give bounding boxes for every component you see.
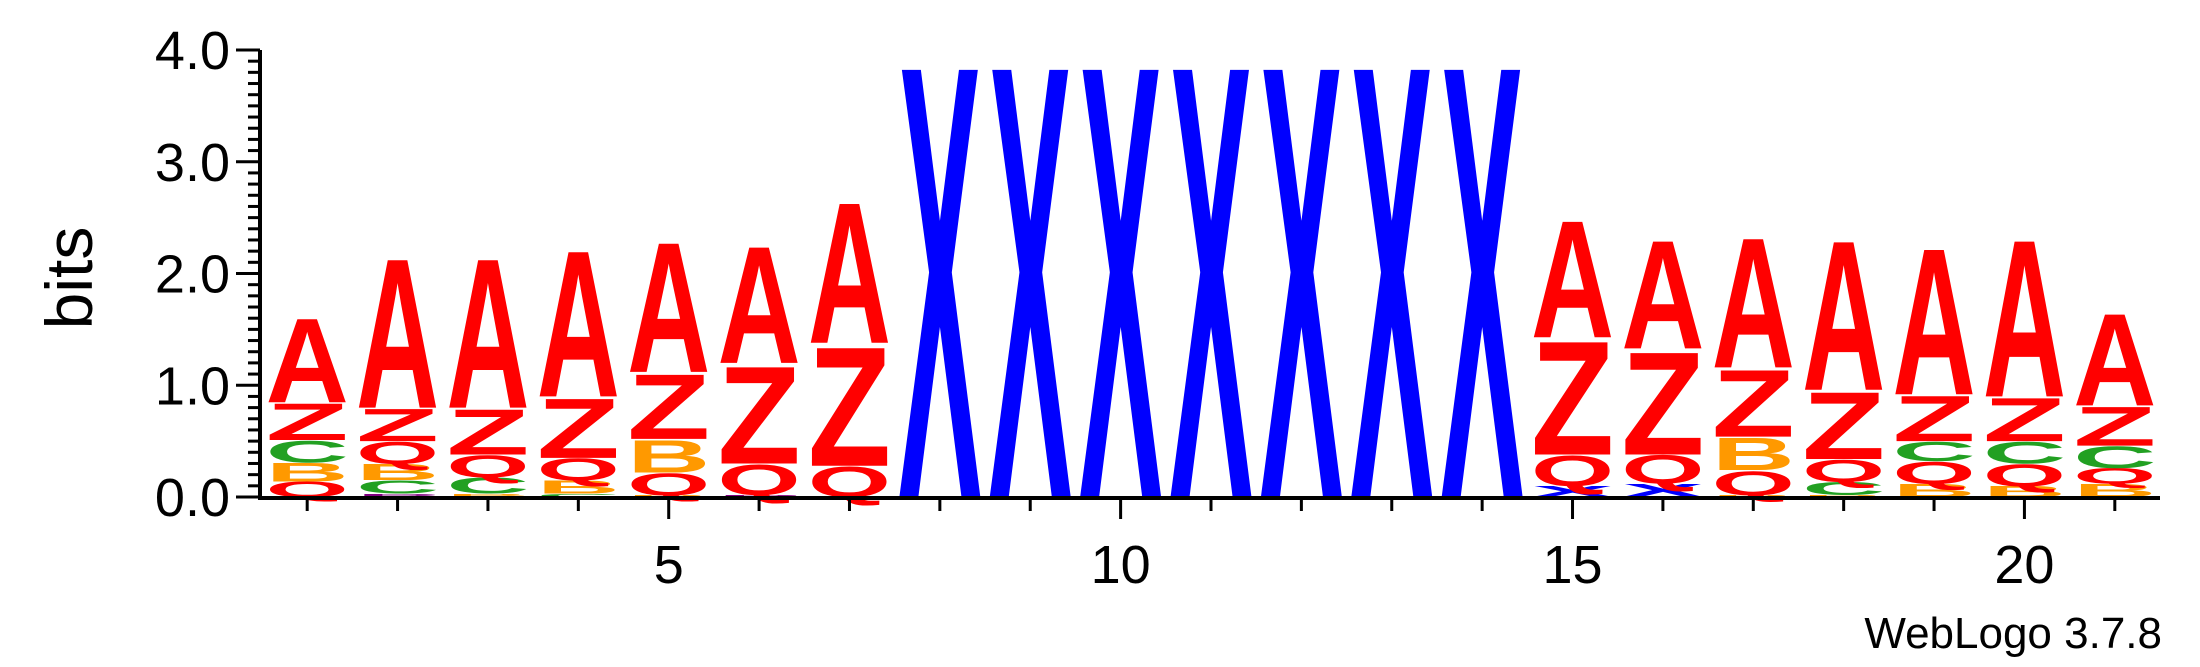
logo-letter-x: X <box>1441 0 1525 629</box>
logo-letter-q: Q <box>1983 458 2066 493</box>
y-tick-label: 0.0 <box>155 468 230 528</box>
logo-letter-q: Q <box>1802 453 1885 488</box>
logo-letter-b: B <box>356 459 439 485</box>
logo-letter-a: A <box>1802 197 1885 436</box>
logo-letter-z: Z <box>718 338 801 494</box>
logo-letter-b: B <box>627 431 710 483</box>
logo-letter-q: Q <box>1712 464 1795 502</box>
logo-letter-a: A <box>627 203 710 411</box>
logo-letter-x: X <box>1169 0 1253 629</box>
logo-letter-z: Z <box>1983 385 2066 454</box>
logo-letter-x: X <box>1079 0 1163 629</box>
logo-letter-z: Z <box>1531 307 1614 489</box>
axes: 0.0 1.0 2.0 3.0 4.0 5 10 15 20 <box>155 21 2160 595</box>
logo-letter-p: P <box>356 493 439 498</box>
logo-letter-a: A <box>1892 205 1975 439</box>
logo-letter-b: B <box>2073 480 2156 501</box>
logo-letter-b: B <box>537 477 620 498</box>
logo-letter-z: Z <box>446 395 529 468</box>
logo-letter-a: A <box>1983 192 2066 444</box>
logo-letter-a: A <box>1621 208 1704 382</box>
logo-letter-z: Z <box>627 354 710 459</box>
x-tick-label: 10 <box>1091 535 1151 595</box>
x-tick-label: 5 <box>654 535 684 595</box>
logo-letter-b: B <box>1712 428 1795 480</box>
logo-letter-b: B <box>446 493 529 498</box>
logo-letter-a: A <box>537 207 620 441</box>
logo-letter-c: C <box>537 493 620 498</box>
logo-letter-z: Z <box>2073 396 2156 458</box>
y-tick-label: 4.0 <box>155 21 230 81</box>
logo-letter-x: X <box>1350 0 1434 629</box>
logo-letter-c: C <box>266 434 349 469</box>
logo-letter-a: A <box>356 215 439 454</box>
logo-letter-x: X <box>989 0 1073 629</box>
logo-letter-z: Z <box>1712 349 1795 457</box>
logo-letter-z: Z <box>356 399 439 451</box>
logo-letter-p: P <box>718 494 801 497</box>
logo-letter-a: A <box>2073 287 2156 434</box>
logo-letter-c: C <box>446 473 529 499</box>
x-tick-label: 15 <box>1542 535 1602 595</box>
logo-letter-c: C <box>1802 478 1885 499</box>
logo-letter-z: Z <box>1802 372 1885 480</box>
logo-letter-c: C <box>1892 436 1975 467</box>
logo-letter-q: Q <box>1531 447 1614 495</box>
logo-letter-b: B <box>1892 480 1975 501</box>
logo-letter-a: A <box>1712 199 1795 407</box>
logo-letter-x: X <box>1531 483 1614 500</box>
logo-letter-z: Z <box>1621 323 1704 487</box>
logo-letter-b: B <box>627 494 710 497</box>
logo-letter-a: A <box>808 160 891 386</box>
logo-letter-x: X <box>898 0 982 629</box>
y-axis-label: bits <box>32 227 106 330</box>
logo-letter-z: Z <box>808 311 891 502</box>
logo-letter-c: C <box>2073 440 2156 475</box>
logo-letter-z: Z <box>537 381 620 476</box>
y-tick-label: 2.0 <box>155 245 230 305</box>
logo-letter-q: Q <box>537 452 620 487</box>
logo-letter-a: A <box>266 293 349 428</box>
logo-letter-z: Z <box>266 392 349 451</box>
logo-letter-b: B <box>1802 494 1885 497</box>
logo-letter-a: A <box>718 213 801 400</box>
logo-letter-b: B <box>266 457 349 487</box>
logo-letter-q: Q <box>627 467 710 502</box>
y-tick-label: 1.0 <box>155 356 230 416</box>
logo-letter-q: Q <box>1892 456 1975 491</box>
weblogo-version-label: WebLogo 3.7.8 <box>1864 609 2162 658</box>
logo-letter-c: C <box>1983 435 2066 470</box>
logo-letter-q: Q <box>446 449 529 484</box>
logo-letter-q: Q <box>1621 448 1704 493</box>
logo-letter-x: X <box>1260 0 1344 629</box>
logo-letter-q: Q <box>2073 464 2156 488</box>
logo-letter-a: A <box>1531 187 1614 374</box>
logo-letter-b: B <box>1712 494 1795 497</box>
logo-letter-a: A <box>446 215 529 454</box>
x-tick-label: 20 <box>1994 535 2054 595</box>
y-tick-label: 3.0 <box>155 133 230 193</box>
logo-letter-x: X <box>1621 480 1704 501</box>
logo-letter-q: Q <box>356 435 439 470</box>
logo-letter-z: Z <box>1892 382 1975 455</box>
logo-letter-c: C <box>356 477 439 498</box>
